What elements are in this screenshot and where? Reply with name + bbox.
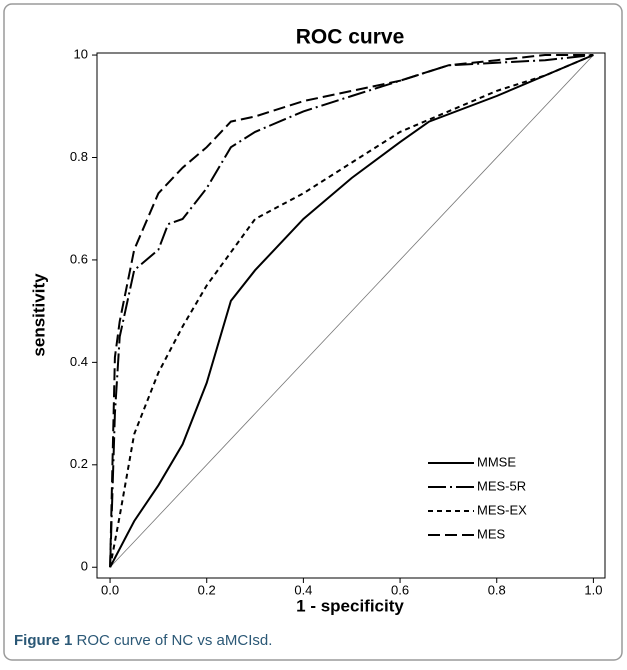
roc-line — [109, 54, 594, 568]
x-tick-label: 0.4 — [294, 582, 312, 597]
x-tick-label: 0.0 — [101, 582, 119, 597]
y-tick-label: 0.6 — [70, 251, 88, 266]
y-axis-label: sensitivity — [29, 273, 48, 357]
roc-line — [109, 54, 594, 568]
y-tick-label: 0.2 — [70, 456, 88, 471]
x-axis-label: 1 - specificity — [296, 596, 404, 615]
legend-label: MES-EX — [477, 502, 527, 517]
y-tick-label: 0.4 — [70, 354, 88, 369]
caption-label: Figure 1 — [14, 632, 72, 649]
y-tick-label: 0 — [81, 559, 88, 574]
y-tick-label: 0.8 — [70, 149, 88, 164]
legend-label: MMSE — [477, 454, 516, 469]
legend-label: MES — [477, 526, 506, 541]
x-tick-label: 0.6 — [391, 582, 409, 597]
reference-diagonal — [109, 54, 594, 568]
caption-text: ROC curve of NC vs aMCIsd. — [77, 632, 273, 649]
x-tick-label: 1.0 — [584, 582, 602, 597]
x-tick-label: 0.8 — [488, 582, 506, 597]
chart-title: ROC curve — [296, 26, 405, 49]
caption: Figure 1 ROC curve of NC vs aMCIsd. — [14, 632, 272, 649]
x-tick-label: 0.2 — [198, 582, 216, 597]
figure-frame — [3, 3, 623, 661]
legend-label: MES-5R — [477, 478, 526, 493]
roc-line — [109, 54, 594, 568]
y-tick-label: 10 — [74, 46, 88, 61]
plot-frame — [96, 52, 606, 579]
